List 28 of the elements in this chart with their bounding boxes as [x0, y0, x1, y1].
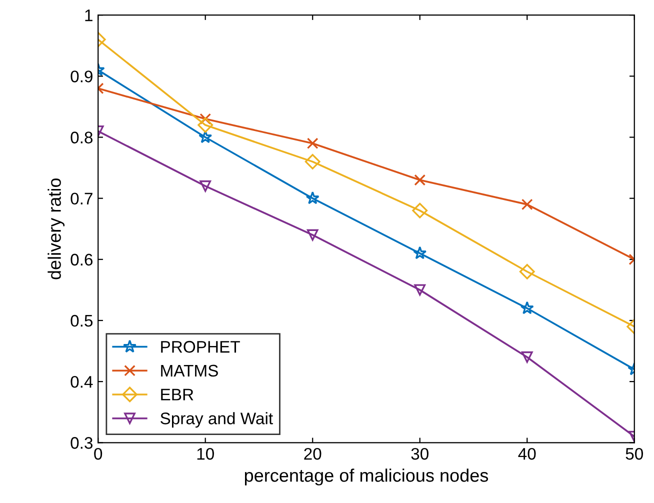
y-tick-label: 0.7: [70, 192, 92, 205]
x-tick-label: 40: [518, 448, 536, 460]
point: [414, 174, 426, 186]
x-tick-label: 0: [94, 448, 102, 460]
x-tick-label: 30: [411, 448, 428, 460]
point: [412, 202, 428, 218]
point: [304, 154, 320, 170]
y-tick-label: 1: [85, 10, 92, 22]
x-tick-label: 10: [197, 448, 214, 460]
x-axis-title: percentage of malicious nodes: [244, 468, 488, 486]
point: [306, 138, 318, 150]
legend-label: MATMS: [161, 364, 218, 377]
y-tick-label: 0.4: [70, 376, 93, 388]
legend-label: PROPHET: [161, 340, 240, 353]
y-tick-label: 0.6: [70, 254, 93, 266]
y-tick-label: 0.8: [70, 132, 93, 144]
y-tick-label: 0.9: [70, 70, 92, 82]
legend-label: Spray and Wait: [160, 412, 273, 428]
point: [306, 229, 318, 241]
point: [414, 284, 426, 296]
legend-label: EBR: [161, 388, 194, 400]
point: [306, 191, 320, 204]
y-axis-title: delivery ratio: [48, 178, 65, 280]
x-tick-label: 50: [626, 448, 643, 460]
point: [413, 246, 427, 260]
y-tick-label: 0.3: [70, 437, 93, 449]
x-tick-label: 20: [304, 448, 322, 460]
y-tick-label: 0.5: [70, 314, 93, 327]
